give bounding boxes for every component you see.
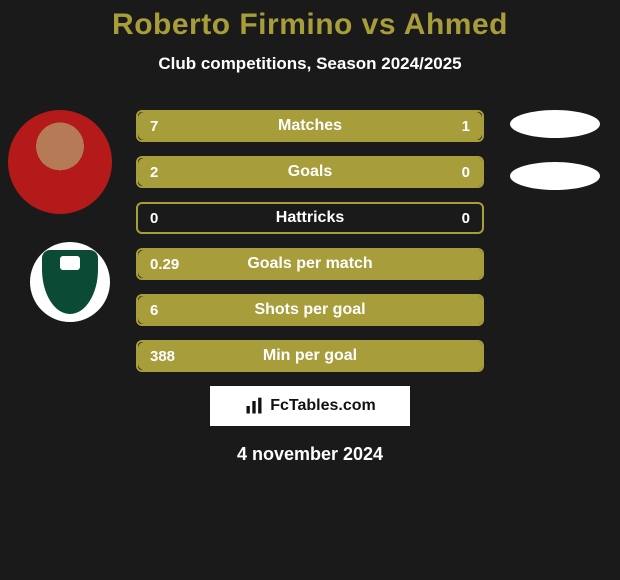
stat-row: 388 Min per goal <box>136 340 484 372</box>
stat-value-left: 0 <box>150 210 158 227</box>
stat-value-right: 1 <box>462 118 470 135</box>
stat-row: 2 Goals 0 <box>136 156 484 188</box>
stat-metric-label: Min per goal <box>263 347 357 365</box>
page-title: Roberto Firmino vs Ahmed <box>0 8 620 42</box>
stat-value-left: 0.29 <box>150 256 179 273</box>
stat-rows: 7 Matches 1 2 Goals 0 0 Hattricks 0 0.29 Goals per… <box>136 110 484 372</box>
stat-value-right: 0 <box>462 164 470 181</box>
stat-metric-label: Goals per match <box>247 255 372 273</box>
subtitle: Club competitions, Season 2024/2025 <box>0 54 620 74</box>
club-shield-icon <box>42 250 98 314</box>
source-label: FcTables.com <box>270 397 376 415</box>
stat-value-left: 7 <box>150 118 158 135</box>
source-badge: FcTables.com <box>210 386 410 426</box>
bar-fill-left <box>138 112 399 140</box>
stat-value-right: 0 <box>462 210 470 227</box>
player2-avatar <box>510 110 600 138</box>
player2-avatar-alt <box>510 162 600 190</box>
stat-metric-label: Hattricks <box>276 209 344 227</box>
stat-row: 0 Hattricks 0 <box>136 202 484 234</box>
stat-metric-label: Matches <box>278 117 342 135</box>
stats-area: 7 Matches 1 2 Goals 0 0 Hattricks 0 0.29 Goals per… <box>0 110 620 372</box>
date-label: 4 november 2024 <box>0 444 620 465</box>
player-face-icon <box>8 110 112 214</box>
stat-value-left: 388 <box>150 348 175 365</box>
bar-chart-icon <box>244 396 264 416</box>
club-badge <box>30 242 110 322</box>
stat-metric-label: Shots per goal <box>254 301 365 319</box>
stat-value-left: 6 <box>150 302 158 319</box>
stat-row: 6 Shots per goal <box>136 294 484 326</box>
comparison-infographic: Roberto Firmino vs Ahmed Club competitio… <box>0 0 620 465</box>
player1-avatar <box>8 110 112 214</box>
stat-metric-label: Goals <box>288 163 332 181</box>
stat-row: 7 Matches 1 <box>136 110 484 142</box>
stat-row: 0.29 Goals per match <box>136 248 484 280</box>
stat-value-left: 2 <box>150 164 158 181</box>
